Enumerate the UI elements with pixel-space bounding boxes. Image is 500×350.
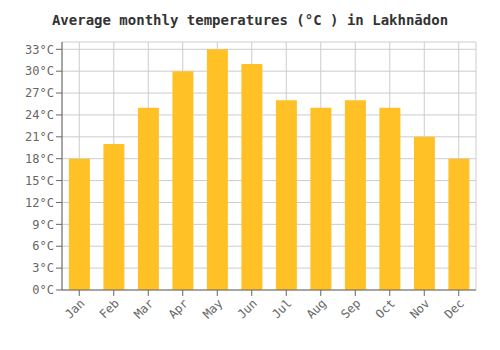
svg-text:33°C: 33°C bbox=[25, 43, 54, 57]
svg-text:Nov: Nov bbox=[407, 296, 432, 321]
svg-text:Dec: Dec bbox=[442, 296, 467, 321]
svg-text:Aug: Aug bbox=[304, 296, 329, 321]
svg-text:Jul: Jul bbox=[269, 296, 294, 321]
svg-text:30°C: 30°C bbox=[25, 64, 54, 78]
svg-text:21°C: 21°C bbox=[25, 130, 54, 144]
svg-text:12°C: 12°C bbox=[25, 196, 54, 210]
svg-text:Jun: Jun bbox=[235, 296, 260, 321]
svg-text:6°C: 6°C bbox=[32, 239, 54, 253]
svg-text:Jan: Jan bbox=[62, 296, 87, 321]
svg-text:15°C: 15°C bbox=[25, 174, 54, 188]
svg-text:24°C: 24°C bbox=[25, 108, 54, 122]
svg-text:9°C: 9°C bbox=[32, 218, 54, 232]
svg-text:Apr: Apr bbox=[166, 296, 191, 321]
svg-text:Feb: Feb bbox=[97, 296, 122, 321]
svg-text:27°C: 27°C bbox=[25, 86, 54, 100]
svg-text:3°C: 3°C bbox=[32, 261, 54, 275]
svg-text:Sep: Sep bbox=[338, 296, 363, 321]
html-text:Average monthly temperatures (: Average monthly temperatures (°C ) in La… bbox=[51, 12, 449, 28]
svg-text:18°C: 18°C bbox=[25, 152, 54, 166]
svg-text:May: May bbox=[200, 296, 225, 321]
svg-text:0°C: 0°C bbox=[32, 283, 54, 297]
svg-text:Oct: Oct bbox=[373, 296, 398, 321]
svg-text:Mar: Mar bbox=[131, 296, 156, 321]
